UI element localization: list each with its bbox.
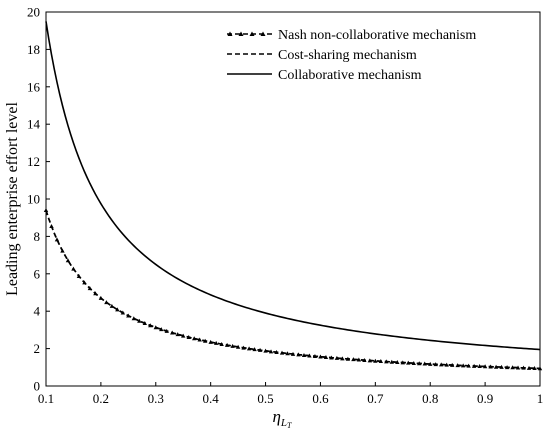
x-tick-label: 0.4 bbox=[203, 391, 220, 406]
series-lines bbox=[43, 21, 543, 371]
series-marker bbox=[137, 318, 142, 323]
y-tick-label: 4 bbox=[34, 304, 41, 319]
axis-ticks: 0.1 0.2 0.3 0.4 0.5 0.6 0.7 0.8 0.9 1024681012141… bbox=[27, 5, 543, 407]
x-tick-label: 0.3 bbox=[148, 391, 164, 406]
legend-marker bbox=[227, 31, 233, 36]
x-tick-label: 0.1 bbox=[38, 391, 54, 406]
y-tick-label: 8 bbox=[34, 229, 41, 244]
series-marker bbox=[340, 356, 345, 361]
y-tick-label: 16 bbox=[27, 79, 41, 94]
y-tick-label: 6 bbox=[34, 266, 41, 281]
series-marker bbox=[285, 351, 290, 356]
series-marker bbox=[515, 365, 521, 370]
y-tick-label: 0 bbox=[34, 379, 41, 394]
y-tick-label: 10 bbox=[27, 192, 40, 207]
x-tick-label: 0.5 bbox=[257, 391, 273, 406]
x-axis-title-main: η bbox=[272, 407, 280, 426]
x-axis-title-sub: L bbox=[280, 417, 287, 429]
series-marker bbox=[532, 366, 537, 371]
series-marker bbox=[428, 361, 433, 366]
series-marker bbox=[159, 327, 164, 332]
y-tick-label: 20 bbox=[27, 5, 40, 20]
legend: Nash non-collaborative mechanism Cost-sha… bbox=[227, 28, 476, 83]
y-tick-label: 14 bbox=[27, 117, 41, 132]
y-tick-label: 18 bbox=[27, 42, 40, 57]
legend-label-0: Nash non-collaborative mechanism bbox=[278, 28, 476, 43]
series-marker bbox=[460, 363, 466, 368]
legend-label-2: Collaborative mechanism bbox=[278, 68, 422, 83]
x-tick-label: 0.2 bbox=[93, 391, 109, 406]
plot-area bbox=[45, 11, 541, 387]
legend-marker bbox=[260, 31, 266, 36]
series-marker bbox=[213, 340, 219, 345]
x-tick-label: 0.9 bbox=[477, 391, 493, 406]
series-marker bbox=[268, 349, 274, 354]
series-marker bbox=[197, 337, 202, 342]
legend-marker bbox=[249, 31, 255, 36]
x-tick-label: 0.8 bbox=[422, 391, 438, 406]
series-marker bbox=[252, 347, 257, 352]
x-axis-title: ηLT bbox=[272, 407, 292, 430]
x-tick-label: 0.6 bbox=[312, 391, 329, 406]
series-marker bbox=[115, 307, 120, 312]
series-marker bbox=[444, 362, 449, 367]
x-tick-label: 1 bbox=[537, 391, 544, 406]
x-tick-label: 0.7 bbox=[367, 391, 384, 406]
y-axis-title: Leading enterprise effort level bbox=[4, 102, 21, 296]
legend-marker bbox=[238, 31, 244, 36]
x-axis-title-subsub: T bbox=[287, 421, 292, 430]
series-line-1 bbox=[45, 209, 541, 370]
legend-label-1: Cost-sharing mechanism bbox=[278, 48, 417, 63]
y-tick-label: 12 bbox=[27, 154, 40, 169]
y-tick-label: 2 bbox=[34, 341, 41, 356]
series-marker bbox=[356, 357, 362, 362]
series-marker bbox=[373, 358, 378, 363]
series-line-2 bbox=[45, 21, 541, 351]
